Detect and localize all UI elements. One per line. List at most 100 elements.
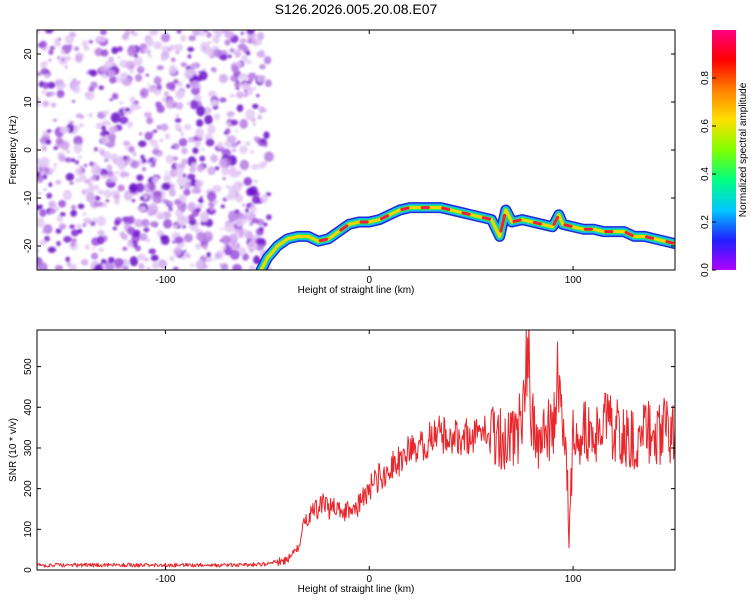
noise-speckle: [180, 131, 185, 137]
noise-speckle: [245, 50, 251, 56]
noise-speckle: [150, 30, 159, 35]
noise-speckle: [192, 147, 199, 154]
noise-speckle: [213, 257, 218, 261]
noise-speckle: [252, 122, 257, 127]
noise-speckle: [175, 89, 185, 100]
noise-speckle: [195, 179, 204, 188]
noise-speckle: [93, 201, 99, 207]
noise-speckle: [101, 125, 107, 132]
noise-speckle: [66, 261, 72, 267]
noise-speckle: [199, 155, 206, 162]
noise-speckle: [98, 247, 105, 252]
noise-speckle: [117, 184, 125, 192]
noise-speckle: [168, 64, 178, 75]
noise-speckle: [129, 103, 140, 111]
noise-speckle: [63, 235, 72, 243]
noise-speckle: [255, 237, 265, 245]
noise-speckle: [207, 191, 217, 202]
noise-speckle: [206, 32, 212, 39]
noise-speckle: [224, 30, 235, 39]
noise-speckle: [219, 97, 227, 103]
noise-speckle: [97, 235, 105, 245]
noise-speckle: [183, 69, 194, 79]
colorbar-ticks: 0.0 0.2 0.4 0.6 0.8: [700, 71, 716, 277]
noise-speckle: [37, 217, 45, 228]
noise-speckle: [264, 151, 274, 162]
noise-speckle: [49, 208, 56, 214]
noise-speckle: [74, 54, 83, 63]
noise-speckle: [249, 150, 254, 155]
noise-speckle: [70, 237, 77, 243]
noise-speckle: [39, 137, 47, 144]
noise-speckle: [148, 183, 156, 191]
noise-speckle: [60, 82, 67, 89]
noise-speckle: [252, 103, 259, 109]
noise-speckle: [45, 139, 52, 145]
noise-speckle: [147, 51, 151, 55]
noise-speckle: [134, 219, 144, 228]
noise-speckle: [110, 112, 121, 124]
noise-speckle: [72, 85, 81, 94]
y-tick-label: 200: [23, 480, 34, 497]
noise-speckle: [129, 256, 139, 267]
noise-speckle: [168, 202, 173, 206]
noise-speckle: [228, 186, 236, 193]
noise-speckle: [248, 264, 256, 270]
noise-speckle: [43, 224, 53, 235]
noise-speckle: [235, 218, 245, 227]
noise-speckle: [96, 215, 107, 227]
noise-speckle: [246, 59, 252, 65]
ridge-peak: [499, 213, 507, 233]
noise-speckle: [37, 262, 48, 270]
noise-speckle: [136, 174, 144, 181]
noise-speckle: [249, 204, 257, 213]
noise-speckle: [39, 208, 47, 218]
noise-speckle: [204, 264, 209, 269]
noise-speckle: [71, 204, 77, 210]
noise-speckle: [241, 213, 249, 220]
noise-speckle: [181, 147, 188, 155]
x-tick-label: -100: [155, 275, 175, 286]
noise-speckle: [171, 145, 175, 149]
noise-speckle: [230, 119, 239, 126]
spectrogram-content: [37, 30, 675, 270]
noise-speckle: [111, 46, 119, 55]
noise-speckle: [223, 131, 228, 135]
noise-speckle: [183, 123, 192, 131]
noise-speckle: [78, 123, 84, 128]
snr-y-label: SNR (10 * v/v): [8, 418, 19, 482]
ridge-yellow: [259, 206, 675, 270]
noise-speckle: [169, 44, 175, 51]
noise-speckle: [138, 140, 147, 148]
noise-speckle: [173, 43, 184, 52]
noise-speckle: [210, 67, 217, 72]
noise-speckle: [190, 80, 200, 90]
noise-speckle: [70, 263, 78, 269]
noise-speckle: [79, 174, 87, 182]
ridge-peak: [318, 237, 328, 243]
noise-speckle: [149, 221, 159, 228]
x-tick-label: 0: [366, 574, 372, 585]
noise-speckle: [217, 141, 224, 149]
noise-speckle: [249, 221, 254, 227]
ridge-peak: [665, 240, 675, 245]
noise-speckle: [165, 154, 174, 164]
noise-speckle: [119, 79, 123, 83]
noise-speckle: [83, 44, 90, 51]
noise-speckle: [148, 162, 153, 166]
noise-speckle: [48, 49, 54, 55]
noise-speckle: [191, 188, 197, 194]
noise-speckle: [114, 155, 125, 167]
noise-speckle: [247, 240, 258, 252]
noise-speckle: [87, 181, 94, 188]
noise-speckle: [251, 195, 261, 204]
noise-speckle: [121, 33, 129, 41]
y-tick-label: 400: [23, 399, 34, 416]
noise-speckle: [76, 80, 81, 85]
ridge-peak: [552, 215, 560, 226]
noise-speckle: [234, 209, 240, 214]
noise-speckle: [109, 133, 116, 142]
noise-speckle: [103, 189, 112, 198]
noise-speckle: [145, 237, 151, 243]
